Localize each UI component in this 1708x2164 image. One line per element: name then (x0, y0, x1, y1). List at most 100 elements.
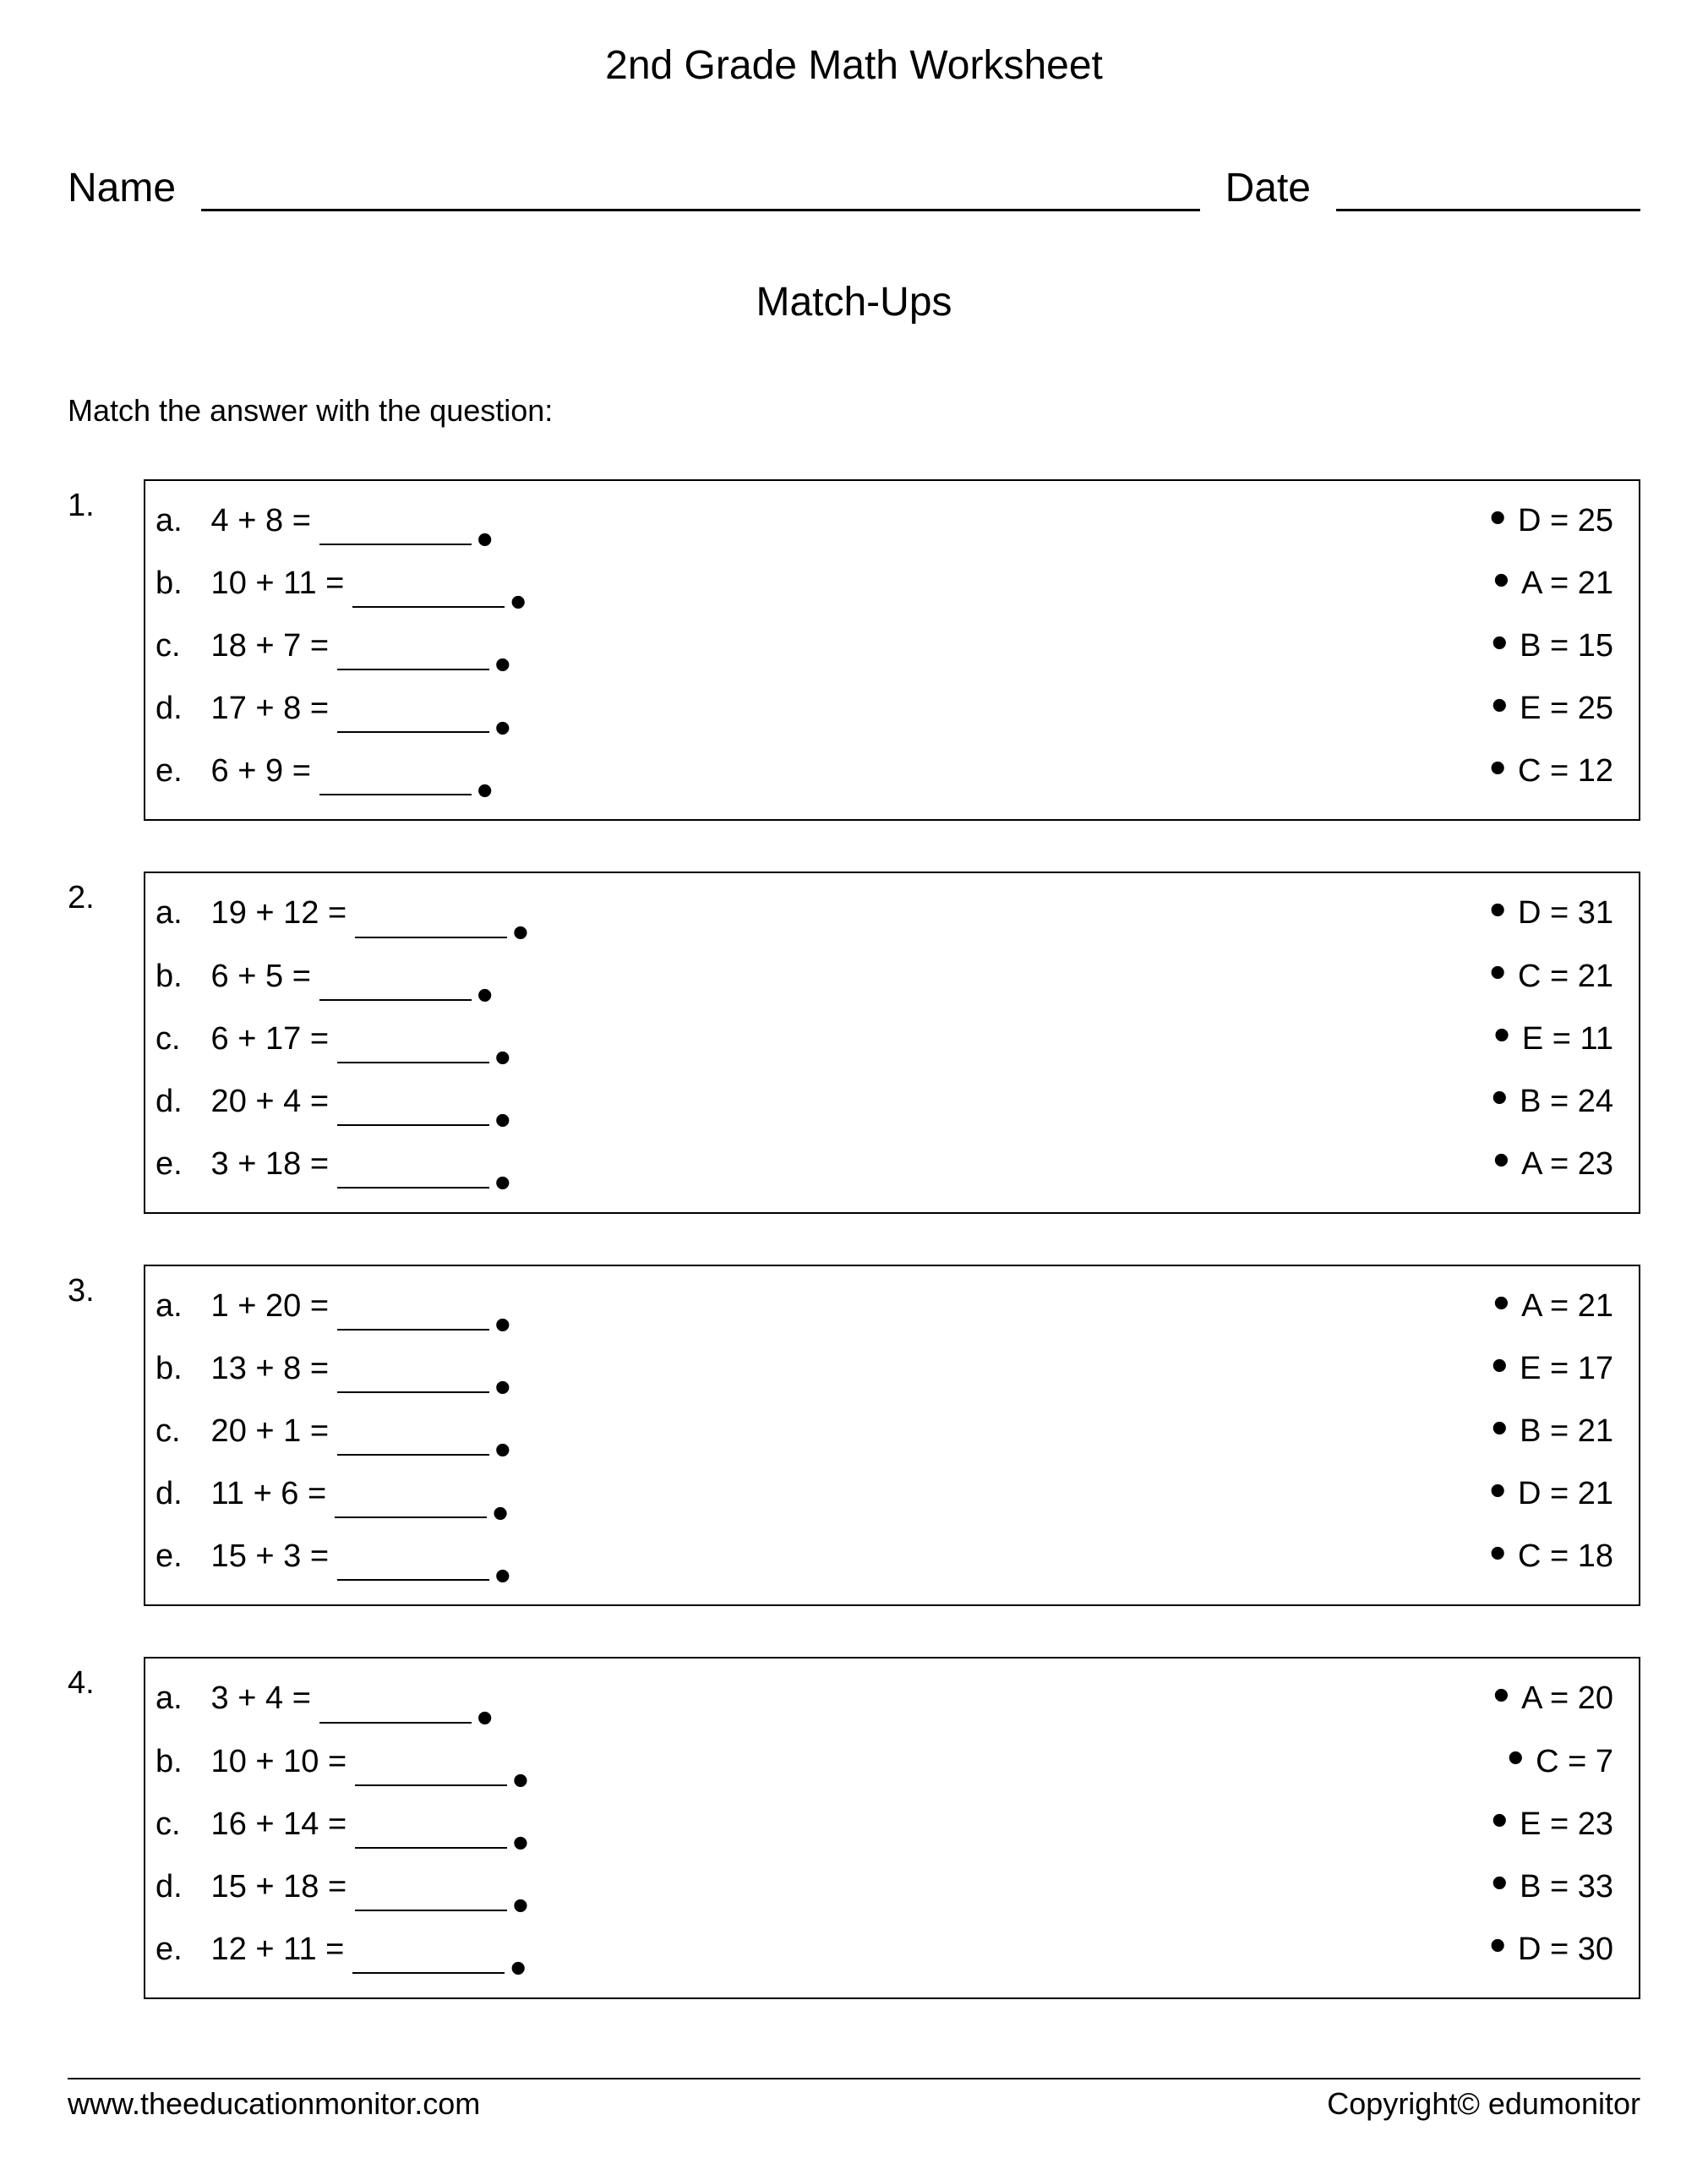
answer-option: D = 21 (1518, 1462, 1613, 1525)
answer-option: E = 11 (1522, 1008, 1613, 1070)
answer-blank[interactable] (337, 1187, 489, 1189)
answer-side: •B = 24 (1491, 1070, 1613, 1133)
answer-option: B = 15 (1520, 615, 1613, 677)
bullet-icon: • (1493, 573, 1510, 587)
problem-row: 1.a. 4 + 8 =••D = 25b. 10 + 11 =••A = 21… (68, 479, 1640, 821)
bullet-icon: • (494, 658, 511, 672)
name-input-line[interactable] (201, 171, 1200, 211)
answer-blank[interactable] (355, 937, 507, 938)
answer-blank[interactable] (352, 1972, 505, 1974)
answer-blank[interactable] (337, 1329, 489, 1331)
question-letter: b. (156, 945, 202, 1008)
answer-option: C = 18 (1518, 1525, 1613, 1587)
question-expression: 10 + 11 = (202, 552, 344, 615)
problem-box: a. 1 + 20 =••A = 21b. 13 + 8 =••E = 17c.… (144, 1265, 1640, 1606)
name-date-row: Name Date (68, 165, 1640, 211)
answer-option: C = 21 (1518, 945, 1613, 1008)
bullet-icon: • (1493, 1153, 1510, 1167)
question-side: e. 15 + 3 =• (156, 1525, 511, 1587)
problem-box: a. 19 + 12 =••D = 31b. 6 + 5 =••C = 21c.… (144, 872, 1640, 1213)
question-expression: 20 + 1 = (202, 1400, 329, 1462)
problem-line: c. 18 + 7 =••B = 15 (156, 615, 1613, 677)
question-letter: e. (156, 1133, 202, 1195)
answer-side: •E = 25 (1491, 677, 1613, 740)
answer-side: •C = 21 (1489, 945, 1613, 1008)
question-side: d. 17 + 8 =• (156, 677, 511, 740)
question-expression: 13 + 8 = (202, 1337, 329, 1400)
answer-blank[interactable] (337, 1062, 489, 1063)
question-letter: d. (156, 677, 202, 740)
question-side: b. 13 + 8 =• (156, 1337, 511, 1400)
question-expression: 11 + 6 = (202, 1462, 326, 1525)
answer-option: D = 31 (1518, 882, 1613, 944)
answer-blank[interactable] (319, 999, 472, 1001)
question-letter: a. (156, 1667, 202, 1730)
bullet-icon: • (1491, 1421, 1508, 1435)
answer-option: A = 23 (1521, 1133, 1613, 1195)
answer-option: E = 25 (1520, 677, 1613, 740)
question-letter: b. (156, 552, 202, 615)
answer-blank[interactable] (355, 1910, 507, 1911)
question-expression: 3 + 4 = (202, 1667, 311, 1730)
bullet-icon: • (492, 1506, 509, 1521)
answer-blank[interactable] (355, 1784, 507, 1786)
question-side: d. 11 + 6 =• (156, 1462, 509, 1525)
answer-side: •E = 23 (1491, 1793, 1613, 1855)
answer-side: •C = 12 (1489, 740, 1613, 802)
problem-number: 1. (68, 479, 144, 524)
answer-side: •D = 21 (1489, 1462, 1613, 1525)
answer-blank[interactable] (337, 1579, 489, 1581)
answer-blank[interactable] (337, 1454, 489, 1456)
problem-line: c. 20 + 1 =••B = 21 (156, 1400, 1613, 1462)
date-input-line[interactable] (1336, 171, 1640, 211)
question-side: e. 6 + 9 =• (156, 740, 494, 802)
question-expression: 1 + 20 = (202, 1275, 329, 1337)
bullet-icon: • (1489, 1546, 1506, 1560)
question-letter: a. (156, 489, 202, 552)
question-side: b. 10 + 11 =• (156, 552, 527, 615)
question-expression: 18 + 7 = (202, 615, 329, 677)
bullet-icon: • (494, 1176, 511, 1190)
problem-line: b. 10 + 10 =• •C = 7 (156, 1730, 1613, 1793)
problem-line: e. 15 + 3 =• • C = 18 (156, 1525, 1613, 1587)
answer-blank[interactable] (319, 1722, 472, 1724)
answer-option: A = 20 (1521, 1667, 1613, 1730)
answer-blank[interactable] (355, 1847, 507, 1849)
answer-blank[interactable] (337, 669, 489, 670)
answer-blank[interactable] (337, 1124, 489, 1126)
answer-side: •C = 7 (1508, 1730, 1614, 1793)
question-expression: 3 + 18 = (202, 1133, 329, 1195)
problem-line: d. 15 + 18 =••B = 33 (156, 1855, 1613, 1918)
bullet-icon: • (1491, 1813, 1508, 1828)
answer-side: •B = 15 (1491, 615, 1613, 677)
bullet-icon: • (494, 721, 511, 735)
answer-blank[interactable] (337, 1391, 489, 1393)
answer-blank[interactable] (319, 544, 472, 545)
date-label: Date (1225, 165, 1311, 211)
answer-blank[interactable] (335, 1516, 487, 1518)
problem-line: e. 6 + 9 =• •C = 12 (156, 740, 1613, 802)
bullet-icon: • (1489, 903, 1506, 917)
question-side: b. 6 + 5 =• (156, 945, 494, 1008)
answer-option: C = 12 (1518, 740, 1613, 802)
answer-blank[interactable] (352, 606, 505, 608)
question-letter: c. (156, 1008, 202, 1070)
answer-blank[interactable] (319, 794, 472, 795)
answer-blank[interactable] (337, 731, 489, 733)
bullet-icon: • (494, 1380, 511, 1395)
problem-line: c. 16 + 14 =••E = 23 (156, 1793, 1613, 1855)
answer-side: • C = 18 (1489, 1525, 1613, 1587)
question-side: b. 10 + 10 =• (156, 1730, 529, 1793)
problem-line: a. 4 + 8 =••D = 25 (156, 489, 1613, 552)
question-side: a. 1 + 20 =• (156, 1275, 511, 1337)
answer-side: • A = 20 (1493, 1667, 1613, 1730)
answer-side: •A = 21 (1493, 552, 1613, 615)
bullet-icon: • (1493, 1688, 1510, 1702)
question-letter: b. (156, 1730, 202, 1793)
bullet-icon: • (512, 1899, 529, 1913)
problem-line: c. 6 + 17 =••E = 11 (156, 1008, 1613, 1070)
problem-row: 3.a. 1 + 20 =••A = 21b. 13 + 8 =••E = 17… (68, 1265, 1640, 1606)
problem-line: a. 19 + 12 =••D = 31 (156, 882, 1613, 944)
bullet-icon: • (512, 926, 529, 940)
question-expression: 15 + 3 = (202, 1525, 329, 1587)
